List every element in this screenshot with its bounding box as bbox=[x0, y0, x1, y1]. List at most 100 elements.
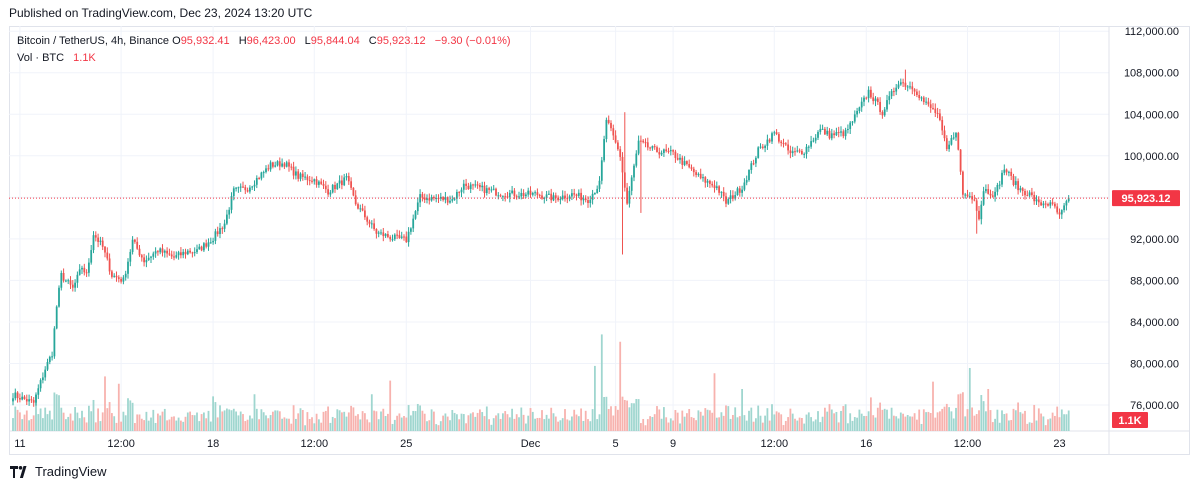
volume-bar bbox=[584, 410, 587, 431]
volume-bar bbox=[81, 410, 83, 431]
candle-body bbox=[621, 156, 624, 173]
volume-bar bbox=[439, 421, 442, 431]
volume-bar bbox=[888, 418, 891, 431]
volume-bar bbox=[295, 418, 297, 431]
volume-bar bbox=[948, 407, 950, 431]
volume-bar bbox=[446, 416, 449, 431]
volume-bar bbox=[791, 413, 794, 431]
candle-body bbox=[810, 141, 812, 147]
candle-body bbox=[39, 380, 42, 389]
volume-bar bbox=[950, 411, 953, 431]
candle-body bbox=[968, 196, 971, 198]
candle-body bbox=[771, 133, 773, 142]
volume-bar bbox=[320, 422, 323, 431]
volume-bar bbox=[138, 414, 141, 431]
candle-body bbox=[304, 176, 306, 178]
candle-body bbox=[715, 186, 718, 189]
volume-bar bbox=[787, 417, 789, 431]
volume-bar bbox=[306, 412, 309, 431]
candle-body bbox=[745, 180, 748, 183]
volume-bar bbox=[780, 414, 783, 431]
volume-bar bbox=[621, 396, 624, 431]
candle-body bbox=[104, 246, 106, 253]
volume-bar bbox=[14, 406, 17, 431]
candle-body bbox=[364, 210, 366, 218]
candle-body bbox=[761, 146, 764, 148]
volume-bar bbox=[966, 409, 969, 431]
candle-body bbox=[124, 273, 127, 278]
footer-brand[interactable]: TradingView bbox=[10, 464, 107, 479]
volume-bar bbox=[1028, 422, 1031, 431]
candle-body bbox=[780, 141, 783, 144]
candle-body bbox=[147, 257, 150, 260]
volume-bar bbox=[327, 406, 329, 431]
volume-bar bbox=[55, 394, 58, 431]
candle-body bbox=[554, 195, 557, 198]
volume-bar bbox=[801, 418, 803, 431]
volume-bar bbox=[182, 421, 185, 431]
volume-bar bbox=[136, 414, 139, 431]
candle-body bbox=[451, 199, 454, 201]
volume-bar bbox=[258, 419, 260, 431]
candle-body bbox=[416, 202, 419, 212]
volume-bar bbox=[543, 419, 546, 431]
candle-body bbox=[216, 231, 219, 235]
volume-bar bbox=[573, 409, 576, 431]
volume-bar bbox=[644, 425, 647, 431]
candlestick-chart[interactable]: 76,000.00 80,000.00 84,000.00 88,000.00 92,0… bbox=[9, 26, 1190, 455]
volume-bar bbox=[76, 412, 79, 431]
candle-body bbox=[295, 171, 297, 176]
volume-bar bbox=[745, 420, 748, 431]
volume-bar bbox=[92, 399, 95, 431]
volume-bar bbox=[548, 418, 550, 431]
volume-bar bbox=[104, 376, 106, 431]
volume-bar bbox=[375, 411, 378, 431]
candle-body bbox=[573, 193, 576, 195]
candle-body bbox=[985, 189, 987, 192]
candle-body bbox=[729, 195, 732, 199]
candle-body bbox=[1017, 181, 1019, 191]
candle-body bbox=[522, 192, 525, 197]
volume-bar bbox=[403, 416, 405, 431]
candle-body bbox=[870, 89, 872, 98]
volume-bar bbox=[131, 402, 134, 431]
candle-body bbox=[994, 191, 996, 197]
candle-body bbox=[732, 195, 734, 199]
candle-body bbox=[748, 169, 750, 181]
candle-body bbox=[193, 252, 196, 254]
candle-body bbox=[442, 196, 444, 200]
candle-body bbox=[246, 190, 249, 192]
volume-bar bbox=[534, 418, 536, 431]
volume-bar bbox=[874, 417, 877, 431]
volume-bar bbox=[847, 423, 849, 431]
volume-bar bbox=[380, 411, 382, 431]
candle-body bbox=[1051, 202, 1054, 204]
volume-bar bbox=[879, 402, 881, 431]
candle-body bbox=[833, 133, 835, 136]
volume-bar bbox=[902, 413, 904, 431]
candle-body bbox=[548, 193, 550, 195]
candle-body bbox=[559, 198, 562, 201]
candle-body bbox=[534, 192, 536, 194]
volume-bar bbox=[511, 408, 513, 431]
price-tick-label: 112,000.00 bbox=[1125, 26, 1179, 38]
candle-body bbox=[605, 119, 608, 140]
candle-body bbox=[278, 161, 281, 167]
candle-body bbox=[778, 134, 780, 142]
candle-body bbox=[663, 149, 665, 153]
volume-tag bbox=[1112, 412, 1148, 428]
volume-bar bbox=[713, 373, 716, 431]
volume-bar bbox=[706, 409, 709, 431]
candle-body bbox=[1063, 205, 1065, 211]
candle-body bbox=[881, 111, 884, 116]
volume-bar bbox=[476, 412, 479, 431]
time-tick-label: 12:00 bbox=[954, 438, 982, 450]
volume-bar bbox=[350, 405, 352, 431]
candle-body bbox=[136, 241, 139, 249]
candle-body bbox=[644, 142, 647, 144]
candle-body bbox=[847, 128, 849, 130]
volume-bar bbox=[656, 406, 658, 431]
candle-body bbox=[695, 172, 697, 175]
volume-bar bbox=[826, 411, 829, 431]
volume-bar bbox=[472, 412, 474, 431]
